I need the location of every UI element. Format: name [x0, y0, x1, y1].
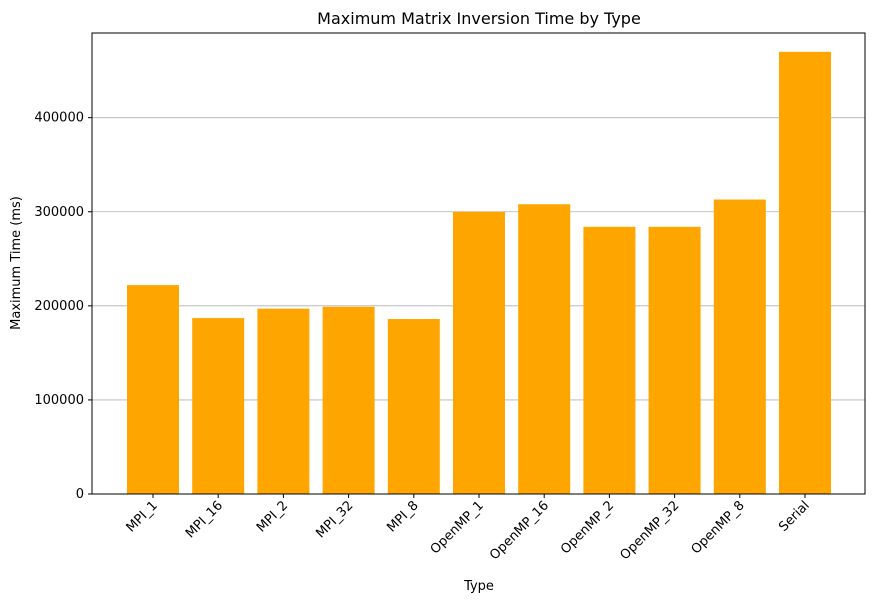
bar-mpi-32 [322, 306, 375, 494]
bar-openmp-1 [453, 211, 505, 494]
x-tick-label-5: OpenMP_1 [428, 498, 487, 557]
x-axis-label: Type [463, 579, 494, 594]
y-tick-label-4: 400000 [34, 111, 84, 126]
x-tick-label-9: OpenMP_8 [689, 498, 748, 557]
bar-openmp-2 [583, 226, 636, 494]
y-tick-label-0: 0 [76, 487, 84, 502]
x-tick-label-0: MPI_1 [124, 498, 161, 535]
bar-mpi-8 [387, 319, 440, 494]
x-tick-label-10: Serial [776, 498, 813, 535]
chart-title: Maximum Matrix Inversion Time by Type [317, 9, 641, 28]
x-tick-label-3: MPI_32 [313, 498, 356, 541]
y-tick-label-2: 200000 [34, 299, 84, 314]
y-axis-ticks: 0 100000 200000 300000 400000 [34, 111, 92, 502]
x-tick-label-6: OpenMP_16 [487, 498, 552, 563]
y-axis-label: Maximum Time (ms) [9, 196, 24, 330]
x-tick-label-4: MPI_8 [384, 498, 421, 535]
bar-openmp-8 [713, 199, 766, 495]
bars [127, 51, 831, 495]
x-tick-label-7: OpenMP_2 [558, 498, 617, 557]
x-tick-label-8: OpenMP_32 [617, 498, 682, 563]
y-tick-label-3: 300000 [34, 205, 84, 220]
bar-mpi-2 [257, 308, 310, 494]
x-tick-label-2: MPI_2 [254, 498, 291, 535]
bar-openmp-16 [518, 204, 571, 494]
y-tick-label-1: 100000 [34, 393, 84, 408]
bar-mpi-16 [192, 318, 245, 494]
bar-mpi-1 [127, 285, 179, 494]
x-tick-label-1: MPI_16 [183, 498, 226, 541]
x-axis-ticks: MPI_1 MPI_16 MPI_2 MPI_32 MPI_8 OpenMP_1 OpenM… [124, 494, 813, 563]
bar-serial [779, 51, 831, 495]
bar-openmp-32 [648, 226, 701, 494]
